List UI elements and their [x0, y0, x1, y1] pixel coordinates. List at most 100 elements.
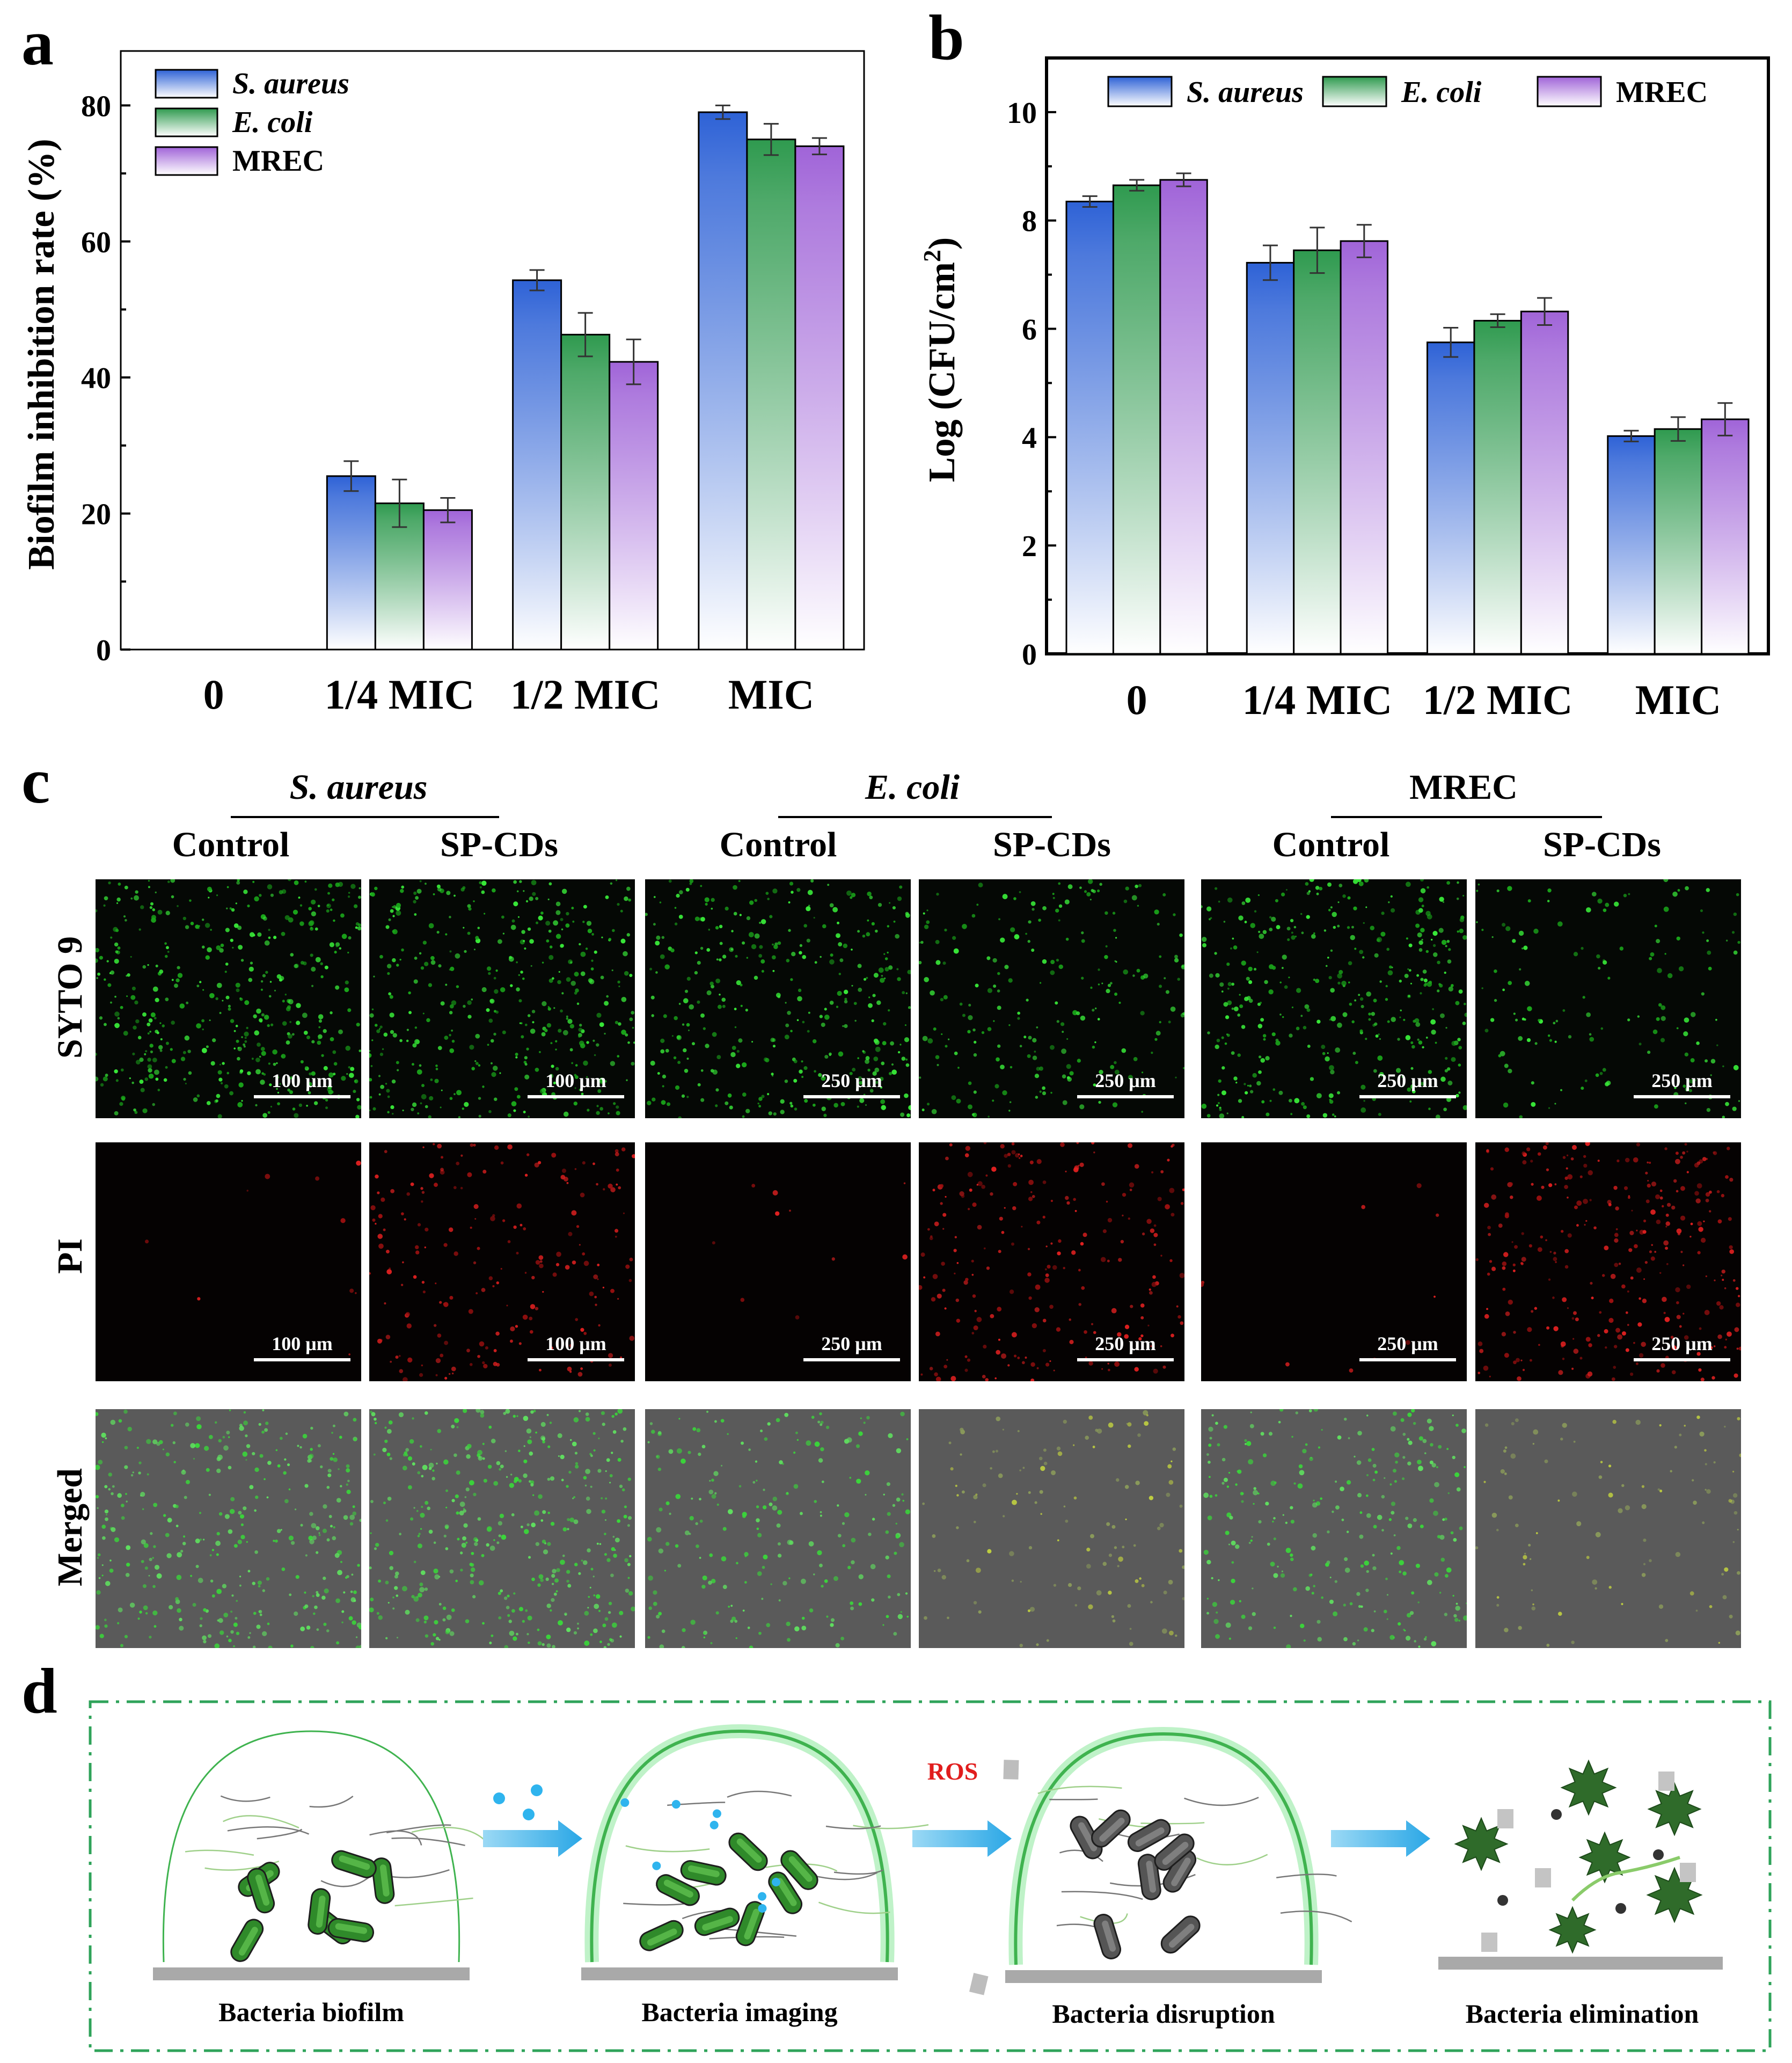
- micrograph-tile: [369, 1409, 635, 1648]
- column-header: Control: [172, 825, 290, 864]
- panel-a: a Biofilm inhibition rate (%) 0 20 40 60 80 0…: [0, 0, 886, 741]
- legend-swatch: [1107, 76, 1173, 107]
- bar: [326, 475, 376, 651]
- mechanism-diagram: [153, 1724, 1723, 1995]
- biofilm-dome: [581, 1724, 929, 1980]
- sp-cd-dot: [531, 1784, 543, 1796]
- micrograph-background: [1475, 1409, 1741, 1648]
- micrograph-signal: [145, 1161, 361, 1355]
- bacterium: [327, 1918, 374, 1943]
- micrograph-signal: [1203, 1409, 1467, 1648]
- scale-bar-label: 100 μm: [272, 1070, 332, 1091]
- micrograph-background: [369, 1409, 635, 1648]
- micrograph-tile: [645, 1409, 911, 1648]
- substrate: [581, 1967, 898, 1980]
- y-axis-label-b-close: ): [921, 237, 963, 250]
- micrograph-tile: [1201, 1409, 1467, 1648]
- matrix-fiber: [1061, 1891, 1143, 1900]
- sp-cd-dot: [493, 1792, 505, 1804]
- legend-label: S. aureus: [232, 67, 349, 100]
- micrograph-tile: [1475, 1409, 1741, 1648]
- micrograph-tile: 250 μm: [919, 879, 1184, 1118]
- dead-cell-fragment: [1454, 1817, 1509, 1871]
- micrograph-tile: 250 μm: [1475, 879, 1741, 1118]
- scale-bar-label: 250 μm: [821, 1070, 882, 1091]
- micrograph-tile: 100 μm: [369, 1142, 635, 1381]
- x-category-label: MIC: [1635, 676, 1721, 723]
- stage-caption: Bacteria disruption: [1052, 1999, 1275, 2029]
- micrograph-tile: [919, 1409, 1184, 1648]
- micrograph-signal: [96, 879, 361, 1118]
- dome-outline: [1014, 1732, 1313, 1965]
- debris-fragment: [1535, 1868, 1551, 1887]
- matrix-fiber: [833, 1869, 884, 1875]
- dead-cell-fragment: [1647, 1782, 1702, 1836]
- bar: [1112, 184, 1161, 655]
- micrograph-background: [369, 879, 635, 1118]
- matrix-fiber: [309, 1796, 354, 1808]
- bacterium: [247, 1868, 275, 1914]
- bacterium: [1127, 1819, 1171, 1852]
- sp-cd-dot: [620, 1798, 630, 1807]
- micrograph-background: [645, 1409, 911, 1648]
- y-tick-label: 2: [1022, 530, 1037, 563]
- bar: [374, 502, 425, 651]
- row-label-syto9: SYTO 9: [50, 936, 90, 1059]
- debris-fragment: [1003, 1760, 1019, 1780]
- sp-cd-dot: [712, 1809, 721, 1818]
- micrograph-background: [645, 879, 911, 1118]
- x-category-label: 1/2 MIC: [1423, 676, 1572, 723]
- micrograph-tile: 250 μm: [1201, 1142, 1467, 1381]
- micrograph-background: [369, 1142, 635, 1381]
- column-header: Control: [1272, 825, 1390, 864]
- scale-bar-label: 250 μm: [1651, 1333, 1712, 1354]
- y-axis-label-a: Biofilm inhibition rate (%): [21, 138, 62, 570]
- panel-letter-d: d: [21, 1655, 57, 1726]
- matrix-fiber: [394, 1897, 473, 1907]
- micrograph-signal: [1475, 1142, 1741, 1381]
- sp-cd-dot: [652, 1861, 661, 1870]
- micrograph-tile: 100 μm: [96, 879, 361, 1118]
- matrix-fiber: [220, 1795, 270, 1802]
- x-category-label: 1/2 MIC: [510, 671, 660, 718]
- bacterium: [1093, 1914, 1122, 1959]
- legend-swatch: [1322, 76, 1387, 107]
- y-tick-label: 6: [1022, 314, 1037, 347]
- bacterium: [1160, 1915, 1201, 1954]
- micrograph-signal: [922, 1410, 1184, 1648]
- chart-b-bars: [1065, 172, 1750, 655]
- micrograph-tile: 250 μm: [645, 1142, 911, 1381]
- scale-bar-label: 250 μm: [1377, 1070, 1438, 1091]
- y-axis-label-b-main: Log (CFU/cm: [921, 262, 963, 482]
- panel-d: d ROS Bacteria biofilm Bacteria imaging …: [0, 1653, 1792, 2063]
- bacterium: [1154, 1833, 1195, 1871]
- dead-cell-fragment: [1578, 1831, 1631, 1884]
- bar: [1520, 310, 1569, 655]
- x-category-label: 0: [1127, 676, 1147, 723]
- micrograph-signal: [712, 1182, 908, 1320]
- plot-frame: [1045, 56, 1770, 655]
- micrograph-signal: [369, 1143, 635, 1381]
- chart-a-bars: [326, 104, 845, 651]
- micrograph-signal: [645, 879, 911, 1118]
- bacterium: [735, 1901, 765, 1947]
- sp-cd-dot: [757, 1892, 766, 1901]
- legend-label: S. aureus: [1187, 76, 1304, 109]
- micrograph-background: [96, 1142, 361, 1381]
- column-header: SP-CDs: [440, 825, 558, 864]
- x-category-label: 1/4 MIC: [1242, 676, 1392, 723]
- process-arrow: [483, 1820, 582, 1857]
- y-tick-label: 8: [1022, 205, 1037, 238]
- bar: [1654, 428, 1703, 655]
- process-arrow: [912, 1820, 1012, 1857]
- panel-c-canvas: c S. aureus E. coli MREC Control SP-CDs …: [21, 745, 1741, 1648]
- bacterium: [230, 1919, 264, 1962]
- chart-a-legend: S. aureus E. coli MREC: [155, 67, 349, 178]
- substrate: [1005, 1970, 1322, 1983]
- bacterium: [331, 1850, 377, 1878]
- bar: [1340, 240, 1389, 655]
- micrograph-background: [1201, 1142, 1467, 1381]
- micrograph-background: [1475, 879, 1741, 1118]
- micrograph-signal: [919, 1142, 1184, 1381]
